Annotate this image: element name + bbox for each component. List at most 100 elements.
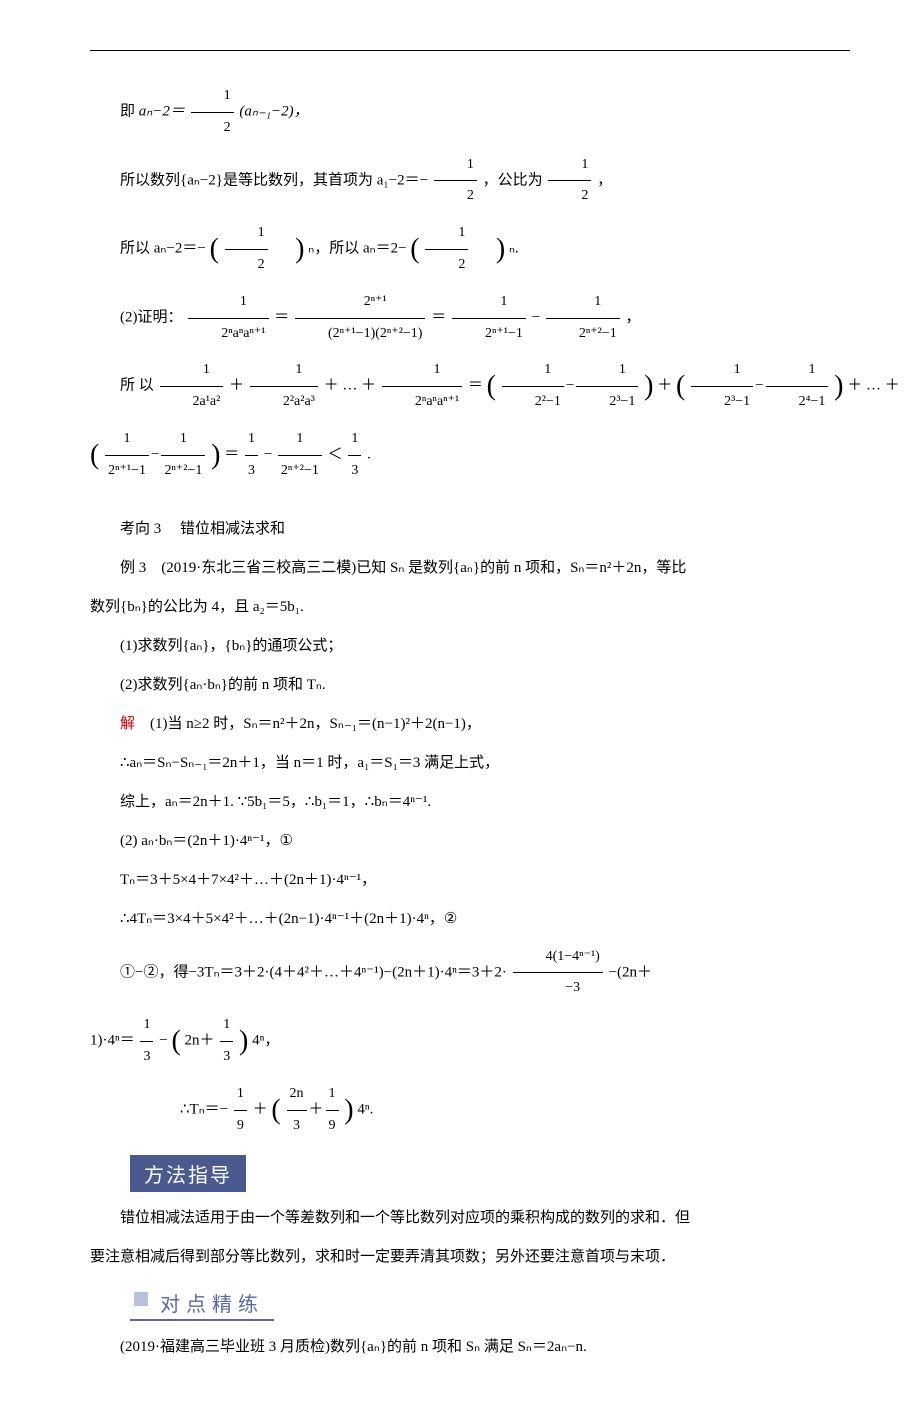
solution-label: 解 (120, 716, 135, 732)
frac: 1 3 (220, 1010, 233, 1073)
frac: 1 2ⁿ⁺²−1 (161, 424, 205, 487)
question-2: (2)求数列{aₙ·bₙ}的前 n 项和 Tₙ. (90, 669, 850, 702)
frac: 1 2 (225, 218, 268, 281)
plus: ＋ (229, 378, 244, 394)
solution-line-2d: ①−②，得−3Tₙ＝3＋2·(4＋4²＋…＋4ⁿ⁻¹)−(2n＋1)·4ⁿ＝3＋… (90, 942, 850, 1005)
frac: 1 2 (434, 150, 477, 213)
eq: ＝ (274, 310, 289, 326)
rparen-icon: ) (295, 234, 304, 265)
lparen-icon: ( (171, 1026, 180, 1057)
text: 4ⁿ， (252, 1033, 279, 1049)
text: ， (597, 172, 612, 188)
text: 1)·4ⁿ＝ (90, 1033, 135, 1049)
text: ∴Tₙ＝− (180, 1101, 228, 1117)
solution-line-2a: (2) aₙ·bₙ＝(2n＋1)·4ⁿ⁻¹，① (90, 825, 850, 858)
text: 4ⁿ. (357, 1101, 373, 1117)
text: 所以数列{aₙ−2}是等比数列，其首项为 a₁−2＝− (120, 172, 428, 188)
frac: 1 2ⁿaⁿaⁿ⁺¹ (382, 355, 462, 418)
dots: ＋ … ＋ (324, 378, 377, 394)
practice-heading: 对点精练 (130, 1286, 274, 1321)
frac: 1 2³−1 (691, 355, 753, 418)
eq-line-5: 所 以 1 2a¹a² ＋ 1 2²a²a³ ＋ … ＋ 1 2ⁿaⁿaⁿ⁺¹ … (90, 355, 850, 418)
eq-line-4: (2)证明： 1 2ⁿaⁿaⁿ⁺¹ ＝ 2ⁿ⁺¹ (2ⁿ⁺¹−1)(2ⁿ⁺²−1… (90, 287, 850, 350)
frac: 1 3 (245, 424, 258, 487)
frac: 1 2 (425, 218, 468, 281)
eq-line-2: 所以数列{aₙ−2}是等比数列，其首项为 a₁−2＝− 1 2 ，公比为 1 2… (90, 150, 850, 213)
text: −(2n＋ (609, 964, 652, 980)
page: 即 aₙ−2＝ 1 2 (aₙ₋₁−2)， 所以数列{aₙ−2}是等比数列，其首… (0, 0, 920, 1420)
eq: ＝ (468, 378, 487, 394)
lhs: aₙ−2＝ (139, 104, 185, 120)
lparen-icon: ( (271, 1094, 280, 1125)
lparen-icon: ( (487, 371, 496, 402)
rparen-icon: ) (496, 234, 505, 265)
rparen-icon: ) (344, 1094, 353, 1125)
lparen-icon: ( (90, 439, 99, 470)
rparen-icon: ) (239, 1026, 248, 1057)
frac: 1 2⁴−1 (766, 355, 829, 418)
method-heading: 方法指导 (130, 1155, 246, 1192)
solution-line-2b: Tₙ＝3＋5×4＋7×4²＋…＋(2n＋1)·4ⁿ⁻¹， (90, 864, 850, 897)
frac: 1 3 (348, 424, 361, 487)
text: ₙ，所以 aₙ＝2− (308, 241, 406, 257)
text: 即 (120, 104, 139, 120)
plus: ＋ (253, 1101, 268, 1117)
frac: 4(1−4ⁿ⁻¹) −3 (513, 942, 603, 1005)
frac: 2ⁿ⁺¹ (2ⁿ⁺¹−1)(2ⁿ⁺²−1) (295, 287, 425, 350)
eq-line-3: 所以 aₙ−2＝− ( 1 2 ) ₙ，所以 aₙ＝2− ( 1 2 ) ₙ. (90, 218, 850, 281)
frac-half: 1 2 (191, 81, 234, 144)
rparen-icon: ) (834, 371, 843, 402)
eq-line-6: ( 1 2ⁿ⁺¹−1 − 1 2ⁿ⁺²−1 ) ＝ 1 3 − 1 2ⁿ⁺²−1… (90, 424, 850, 487)
spacer (90, 493, 850, 507)
solution-line-1c: 综上，aₙ＝2n＋1. ∵5b₁＝5，∴b₁＝1，∴bₙ＝4ⁿ⁻¹. (90, 786, 850, 819)
frac: 1 2²−1 (502, 355, 564, 418)
method-p1: 错位相减法适用于由一个等差数列和一个等比数列对应项的乘积构成的数列的求和．但 (90, 1202, 850, 1235)
lparen-icon: ( (410, 234, 419, 265)
period: . (367, 447, 371, 463)
frac: 1 2ⁿ⁺²−1 (546, 287, 620, 350)
minus: − (264, 447, 272, 463)
lt: ＜ (328, 447, 343, 463)
text: (2)证明： (120, 310, 183, 326)
lparen-icon: ( (210, 234, 219, 265)
method-p2: 要注意相减后得到部分等比数列，求和时一定要弄清其项数；另外还要注意首项与末项． (90, 1241, 850, 1274)
text: (1)当 n≥2 时，Sₙ＝n²＋2n，Sₙ₋₁＝(n−1)²＋2(n−1)， (135, 716, 481, 732)
eq: ＝ (224, 447, 239, 463)
solution-line-2f: ∴Tₙ＝− 1 9 ＋ ( 2n 3 ＋ 1 9 ) 4ⁿ. (90, 1079, 850, 1142)
example-3-line-b: 数列{bₙ}的公比为 4，且 a₂＝5b₁. (90, 591, 850, 624)
lparen-icon: ( (676, 371, 685, 402)
frac: 1 2²a²a³ (250, 355, 318, 418)
frac: 1 3 (140, 1010, 153, 1073)
solution-line-2c: ∴4Tₙ＝3×4＋5×4²＋…＋(2n−1)·4ⁿ⁻¹＋(2n＋1)·4ⁿ，② (90, 903, 850, 936)
practice-problem: (2019·福建高三毕业班 3 月质检)数列{aₙ}的前 n 项和 Sₙ 满足 … (90, 1331, 850, 1364)
frac: 1 9 (234, 1079, 247, 1142)
text: 2n＋ (185, 1033, 215, 1049)
text: ， (626, 310, 641, 326)
solution-line-1a: 解 (1)当 n≥2 时，Sₙ＝n²＋2n，Sₙ₋₁＝(n−1)²＋2(n−1)… (90, 708, 850, 741)
eq: ＝ (431, 310, 446, 326)
frac: 1 2³−1 (576, 355, 638, 418)
top-rule (90, 50, 850, 51)
eq-line-1: 即 aₙ−2＝ 1 2 (aₙ₋₁−2)， (90, 81, 850, 144)
section-heading: 考向 3 错位相减法求和 (90, 513, 850, 546)
frac: 1 2ⁿaⁿaⁿ⁺¹ (188, 287, 268, 350)
frac: 1 2a¹a² (160, 355, 224, 418)
frac: 1 2ⁿ⁺¹−1 (452, 287, 526, 350)
solution-line-2e: 1)·4ⁿ＝ 1 3 − ( 2n＋ 1 3 ) 4ⁿ， (90, 1010, 850, 1073)
rhs: (aₙ₋₁−2)， (239, 104, 308, 120)
plus: ＋ (657, 378, 676, 394)
dots: ＋ … ＋ (847, 378, 900, 394)
frac: 1 9 (326, 1079, 339, 1142)
frac: 1 2ⁿ⁺¹−1 (105, 424, 149, 487)
rparen-icon: ) (211, 439, 220, 470)
text: ①−②，得−3Tₙ＝3＋2·(4＋4²＋…＋4ⁿ⁻¹)−(2n＋1)·4ⁿ＝3＋… (120, 964, 507, 980)
frac: 1 2ⁿ⁺²−1 (278, 424, 322, 487)
question-1: (1)求数列{aₙ}，{bₙ}的通项公式； (90, 630, 850, 663)
frac: 2n 3 (287, 1079, 307, 1142)
rparen-icon: ) (644, 371, 653, 402)
solution-line-1b: ∴aₙ＝Sₙ−Sₙ₋₁＝2n＋1，当 n＝1 时，a₁＝S₁＝3 满足上式， (90, 747, 850, 780)
text: 所 以 (120, 378, 158, 394)
text: 所以 aₙ−2＝− (120, 241, 206, 257)
frac: 1 2 (548, 150, 591, 213)
text: ₙ. (509, 241, 519, 257)
